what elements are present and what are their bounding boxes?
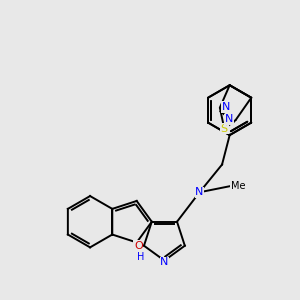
- Text: Me: Me: [231, 181, 246, 191]
- Text: H: H: [137, 252, 144, 262]
- Text: N: N: [195, 187, 204, 197]
- Text: N: N: [160, 257, 169, 267]
- Text: N: N: [222, 102, 230, 112]
- Text: O: O: [134, 241, 143, 251]
- Text: S: S: [221, 124, 228, 134]
- Text: N: N: [225, 115, 233, 124]
- Text: N: N: [134, 241, 142, 251]
